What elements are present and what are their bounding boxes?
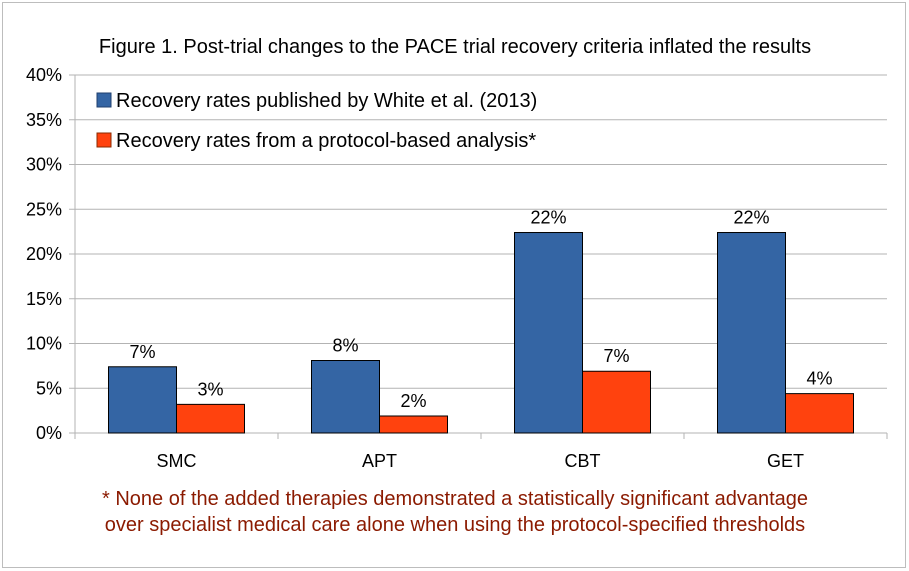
y-tick-label: 25% [26, 199, 62, 219]
legend-label-series-1: Recovery rates published by White et al.… [116, 90, 537, 112]
x-tick-label: APT [362, 451, 397, 471]
bar-get-series-1 [717, 232, 786, 434]
data-label: 4% [806, 369, 832, 389]
y-tick-label: 35% [26, 110, 62, 130]
bar-get-series-2 [785, 393, 854, 434]
footnote-line-1: * None of the added therapies demonstrat… [102, 488, 808, 510]
x-tick-label: GET [767, 451, 804, 471]
legend: Recovery rates published by White et al.… [96, 90, 537, 152]
data-label: 8% [332, 336, 358, 356]
data-label: 2% [400, 391, 426, 411]
bar-apt-series-2 [379, 415, 448, 434]
chart-title: Figure 1. Post-trial changes to the PACE… [99, 36, 811, 58]
y-axis: 0% 5% 10% 15% 20% 25% 30% 35% 40% [26, 65, 76, 443]
footnote-line-2: over specialist medical care alone when … [105, 514, 805, 536]
x-tick-label: SMC [157, 451, 197, 471]
y-tick-label: 15% [26, 289, 62, 309]
legend-swatch-series-1 [96, 92, 112, 108]
bar-cbt-series-2 [582, 370, 651, 434]
bar-smc-series-1 [108, 366, 177, 434]
legend-swatch-series-2 [96, 132, 112, 148]
data-label: 7% [603, 346, 629, 366]
bar-apt-series-1 [311, 360, 380, 434]
data-label: 22% [733, 208, 769, 228]
y-tick-label: 40% [26, 65, 62, 85]
y-tick-label: 5% [36, 378, 62, 398]
y-tick-label: 30% [26, 155, 62, 175]
data-label: 22% [530, 208, 566, 228]
y-tick-label: 10% [26, 334, 62, 354]
y-tick-label: 20% [26, 244, 62, 264]
x-tick-label: CBT [565, 451, 601, 471]
bars: 7% 3% 8% 2% 22% 7% 22% 4% [108, 208, 854, 434]
footnote: * None of the added therapies demonstrat… [102, 488, 808, 536]
legend-label-series-2: Recovery rates from a protocol-based ana… [116, 130, 536, 152]
bar-smc-series-2 [176, 403, 245, 434]
y-tick-label: 0% [36, 423, 62, 443]
data-label: 7% [129, 342, 155, 362]
x-axis: SMC APT CBT GET [74, 432, 888, 471]
bar-cbt-series-1 [514, 232, 583, 434]
data-label: 3% [197, 379, 223, 399]
